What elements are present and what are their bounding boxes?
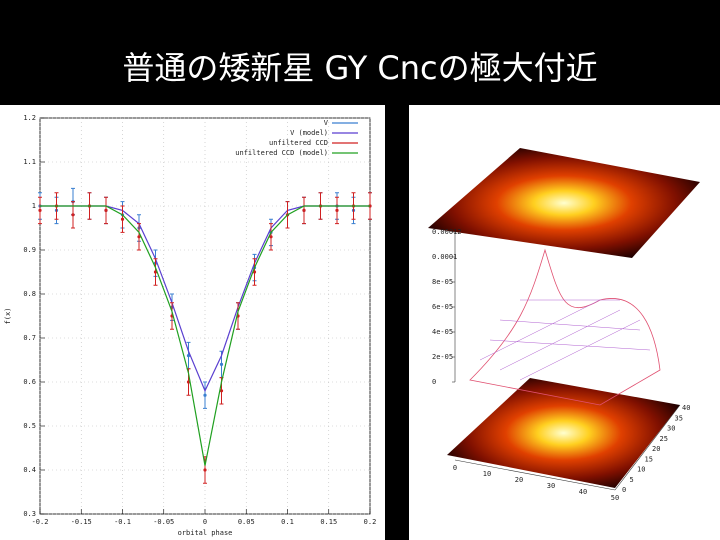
title-band — [0, 0, 720, 105]
x-tick-label: 20 — [515, 476, 523, 484]
y-tick-label: 0 — [622, 486, 626, 494]
z-tick-label: 0 — [432, 378, 436, 386]
y-tick-label: 0.4 — [23, 466, 36, 474]
z-tick-label: 0.00012 — [432, 228, 462, 236]
legend-label: unfiltered CCD — [269, 139, 328, 147]
y-tick-label: 0.9 — [23, 246, 36, 254]
z-tick-label: 0.0001 — [432, 253, 457, 261]
wireframe-grid — [479, 299, 651, 381]
data-point — [104, 208, 108, 212]
x-tick-label: -0.15 — [71, 518, 92, 526]
y-tick-label: 20 — [652, 445, 660, 453]
x-tick-label: 10 — [483, 470, 491, 478]
x-tick-label: -0.05 — [153, 518, 174, 526]
model-line — [40, 205, 370, 466]
y-tick-label: 1.2 — [23, 114, 36, 122]
data-point — [302, 208, 306, 212]
divider — [385, 105, 409, 540]
x-tick-label: -0.1 — [114, 518, 131, 526]
data-point — [186, 354, 191, 358]
x-axis — [454, 459, 616, 491]
legend-label: unfiltered CCD (model) — [235, 149, 328, 157]
x-tick-label: 0.05 — [238, 518, 255, 526]
y-tick-label: 5 — [630, 476, 634, 484]
data-point — [269, 235, 273, 239]
z-tick-label: 2e-05 — [432, 353, 453, 361]
y-tick-label: 10 — [637, 466, 645, 474]
data-point — [203, 393, 207, 397]
y-tick-label: 40 — [682, 404, 690, 412]
x-tick-label: 50 — [611, 494, 619, 502]
y-axis — [614, 404, 681, 491]
y-tick-label: 1.1 — [23, 158, 36, 166]
data-point — [219, 362, 224, 366]
y-tick-label: 0.3 — [23, 510, 36, 518]
x-tick-label: 30 — [547, 482, 555, 490]
x-tick-label: 40 — [579, 488, 587, 496]
data-point — [335, 208, 339, 212]
x-tick-label: 0 — [453, 464, 457, 472]
y-tick-label: 0.5 — [23, 422, 36, 430]
legend-label: V — [324, 119, 329, 127]
y-axis-label: f(x) — [4, 308, 12, 325]
data-point — [219, 389, 224, 393]
z-tick-label: 6e-05 — [432, 303, 453, 311]
data-point — [71, 213, 75, 217]
z-tick-label: 8e-05 — [432, 278, 453, 286]
bottom-heatmap — [447, 378, 680, 488]
legend-label: V (model) — [290, 129, 328, 137]
data-point — [120, 217, 125, 221]
wireframe — [469, 248, 661, 406]
data-point — [38, 208, 42, 212]
x-tick-label: 0.15 — [320, 518, 337, 526]
top-heatmap — [428, 148, 700, 258]
y-tick-label: 35 — [675, 414, 683, 422]
data-point — [186, 380, 191, 384]
y-tick-label: 25 — [660, 435, 668, 443]
data-point — [137, 235, 141, 239]
data-point — [203, 468, 207, 472]
y-tick-label: 0.8 — [23, 290, 36, 298]
y-tick-label: 30 — [667, 425, 675, 433]
x-tick-label: 0.2 — [364, 518, 377, 526]
x-tick-label: 0.1 — [281, 518, 294, 526]
x-tick-label: -0.2 — [32, 518, 49, 526]
y-tick-label: 15 — [645, 455, 653, 463]
y-tick-label: 0.6 — [23, 378, 36, 386]
z-tick-label: 4e-05 — [432, 328, 453, 336]
slide-title: 普通の矮新星 GY Cncの極大付近 — [122, 49, 597, 87]
y-tick-label: 0.7 — [23, 334, 36, 342]
x-axis-label: orbital phase — [178, 529, 233, 537]
x-tick-label: 0 — [203, 518, 207, 526]
y-tick-label: 1 — [32, 202, 36, 210]
